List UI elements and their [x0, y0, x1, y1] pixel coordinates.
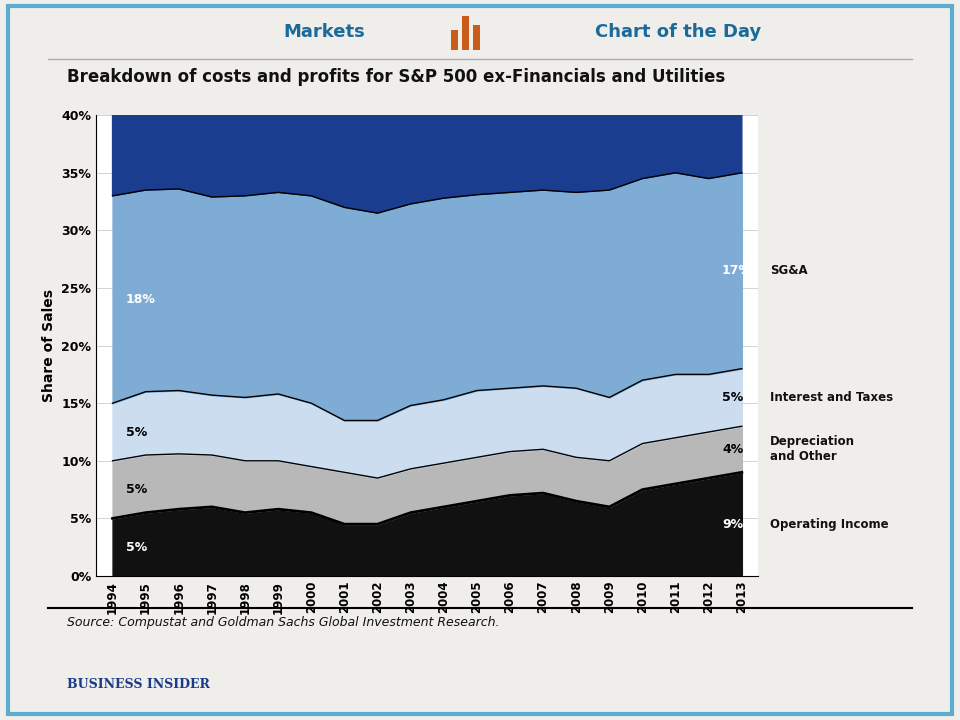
Text: BUSINESS INSIDER: BUSINESS INSIDER — [67, 678, 210, 691]
Text: Markets: Markets — [283, 23, 365, 41]
Text: Chart of the Day: Chart of the Day — [595, 23, 761, 41]
Text: Depreciation
and Other: Depreciation and Other — [770, 436, 855, 463]
Text: Source: Compustat and Goldman Sachs Global Investment Research.: Source: Compustat and Goldman Sachs Glob… — [67, 616, 500, 629]
Text: Breakdown of costs and profits for S&P 500 ex-Financials and Utilities: Breakdown of costs and profits for S&P 5… — [67, 68, 726, 86]
Bar — [473, 25, 480, 50]
Text: 5%: 5% — [126, 541, 147, 554]
Text: 4%: 4% — [722, 443, 743, 456]
Y-axis label: Share of Sales: Share of Sales — [41, 289, 56, 402]
Text: Interest and Taxes: Interest and Taxes — [770, 391, 893, 404]
Text: 5%: 5% — [126, 483, 147, 496]
Bar — [451, 30, 458, 50]
Text: 17%: 17% — [722, 264, 752, 277]
Text: 9%: 9% — [722, 518, 743, 531]
Text: 5%: 5% — [126, 426, 147, 438]
Bar — [462, 16, 469, 50]
Text: SG&A: SG&A — [770, 264, 807, 277]
Text: 18%: 18% — [126, 293, 156, 306]
Text: Operating Income: Operating Income — [770, 518, 889, 531]
Text: 5%: 5% — [722, 391, 743, 404]
